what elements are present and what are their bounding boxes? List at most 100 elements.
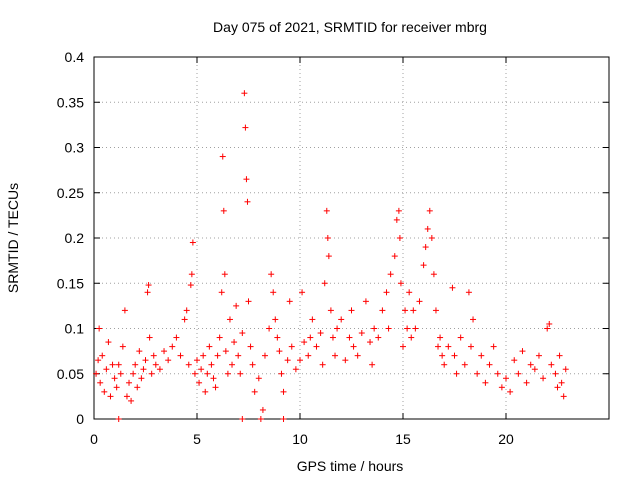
data-point (334, 325, 341, 332)
data-point (329, 334, 336, 341)
data-point (113, 384, 120, 391)
data-point (441, 361, 448, 368)
data-point (327, 307, 334, 314)
x-tick-label: 15 (395, 431, 411, 447)
y-tick-label: 0.1 (65, 321, 85, 337)
data-point (371, 325, 378, 332)
data-point (408, 334, 415, 341)
data-point (121, 307, 128, 314)
data-point (540, 375, 547, 382)
data-point (204, 370, 211, 377)
data-point (210, 375, 217, 382)
data-point (216, 334, 223, 341)
data-point (115, 361, 122, 368)
data-point (397, 280, 404, 287)
data-point (503, 375, 509, 382)
data-point (387, 271, 394, 278)
data-point (426, 207, 433, 214)
data-point (152, 361, 159, 368)
data-point (420, 262, 427, 269)
data-point (212, 384, 219, 391)
data-point (379, 307, 386, 314)
data-point (391, 253, 398, 260)
y-tick-label: 0.25 (57, 185, 84, 201)
data-point (235, 352, 242, 359)
data-point (189, 239, 196, 246)
data-point (317, 330, 324, 337)
data-point (383, 289, 390, 296)
data-point (457, 334, 464, 341)
data-point (274, 334, 281, 341)
data-point (206, 343, 213, 350)
data-point (301, 339, 308, 346)
data-point (138, 375, 145, 382)
data-point (251, 388, 258, 395)
data-point (229, 361, 236, 368)
data-point (395, 207, 402, 214)
data-point (439, 352, 446, 359)
data-point (358, 330, 365, 337)
data-point (527, 361, 534, 368)
data-point (396, 235, 403, 241)
data-point (546, 320, 553, 327)
data-point (342, 357, 349, 364)
data-point (375, 334, 382, 341)
data-point (188, 271, 195, 278)
data-point (424, 225, 431, 232)
data-point (288, 343, 295, 350)
data-point (220, 207, 227, 214)
data-point (115, 416, 122, 422)
data-point (150, 352, 157, 359)
data-point (177, 352, 184, 359)
data-point (350, 343, 357, 350)
data-point (247, 343, 254, 350)
grid (94, 57, 609, 419)
data-point (324, 235, 331, 241)
data-point (515, 370, 522, 377)
data-point (132, 361, 139, 368)
data-point (130, 370, 137, 377)
data-point (266, 325, 273, 332)
data-point (511, 357, 518, 364)
data-point (214, 352, 221, 359)
data-point (226, 316, 233, 323)
data-point (249, 361, 256, 368)
data-point (286, 298, 293, 305)
data-point (239, 416, 246, 422)
data-point (128, 397, 135, 404)
data-point (393, 216, 400, 223)
data-point (474, 370, 481, 377)
data-point (196, 379, 203, 386)
data-point (233, 302, 240, 309)
data-point (519, 348, 526, 355)
data-point (400, 343, 406, 350)
data-point (548, 361, 555, 368)
data-point (259, 406, 266, 413)
data-point (96, 325, 103, 332)
data-point (305, 352, 312, 359)
data-point (412, 325, 419, 332)
data-point (183, 307, 190, 314)
data-point (507, 388, 514, 395)
data-point (221, 271, 228, 278)
x-tick-label: 0 (90, 431, 98, 447)
data-point (278, 370, 285, 377)
data-point (453, 370, 460, 377)
data-point (402, 307, 409, 314)
data-point (404, 325, 411, 332)
data-point (437, 334, 444, 341)
data-point (105, 339, 112, 346)
data-point (111, 375, 118, 382)
x-tick-label: 20 (498, 431, 514, 447)
data-point (319, 361, 326, 368)
data-point (136, 348, 143, 355)
data-point (346, 334, 353, 341)
data-point (241, 90, 248, 97)
y-tick-label: 0 (76, 411, 84, 427)
data-point (99, 352, 106, 359)
data-point (181, 316, 188, 323)
data-point (406, 289, 413, 296)
data-point (562, 366, 569, 373)
data-point (432, 307, 439, 314)
data-point (95, 357, 102, 364)
